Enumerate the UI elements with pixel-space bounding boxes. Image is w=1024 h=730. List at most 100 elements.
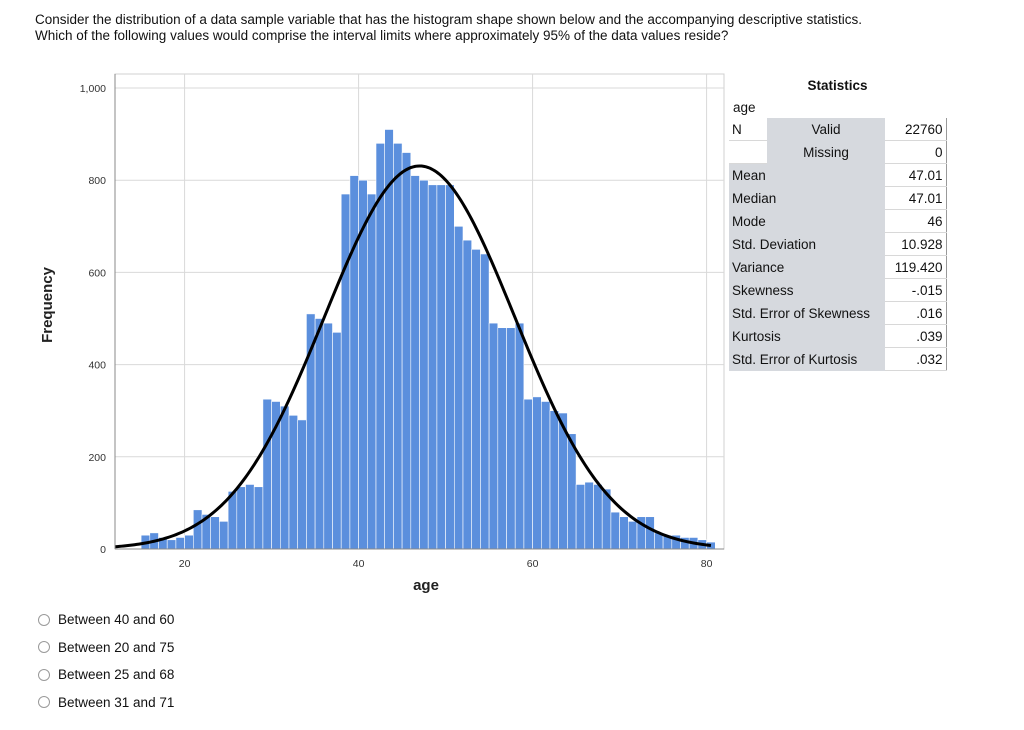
- histogram-bar: [332, 332, 342, 550]
- histogram-bar: [453, 226, 464, 550]
- x-tick-label: 80: [701, 558, 713, 570]
- histogram-bar: [584, 481, 594, 550]
- histogram-bar: [219, 521, 229, 550]
- histogram-bar: [480, 253, 490, 550]
- option-label: Between 25 and 68: [58, 667, 175, 683]
- curve-layer: [114, 164, 712, 549]
- answer-options: Between 40 and 60 Between 20 and 75 Betw…: [38, 606, 174, 716]
- y-tick-label: 0: [100, 544, 106, 556]
- statistics-title: Statistics: [807, 78, 868, 93]
- histogram-bar: [227, 491, 238, 550]
- histogram-bar: [384, 129, 394, 550]
- stat-value-se-skewness: .016: [885, 301, 947, 325]
- stat-row-se-skewness: Std. Error of Skewness .016: [729, 301, 947, 325]
- y-tick-label: 1,000: [80, 83, 106, 95]
- y-tick-label: 600: [88, 267, 106, 279]
- y-tick-label: 200: [88, 452, 106, 464]
- histogram-bar: [193, 509, 203, 550]
- stat-label-median: Median: [729, 186, 885, 210]
- axis-layer: 0 200 400 600 800 1,000 20 40 60 80: [80, 74, 724, 570]
- histogram-bar: [627, 521, 638, 550]
- histogram-bar: [401, 152, 412, 550]
- statistics-grid: N Valid 22760 Missing 0 Mean 47.01 Media…: [729, 118, 947, 371]
- histogram-bar: [427, 184, 438, 550]
- histogram-bar: [567, 433, 577, 550]
- radio-button-icon[interactable]: [38, 641, 50, 654]
- stat-value-median: 47.01: [885, 186, 947, 210]
- stat-row-mode: Mode 46: [729, 209, 947, 233]
- stat-value-se-kurtosis: .032: [885, 347, 947, 371]
- stat-row-mean: Mean 47.01: [729, 163, 947, 187]
- option-2[interactable]: Between 20 and 75: [38, 634, 174, 662]
- histogram-bar: [540, 401, 551, 550]
- histogram-bar: [175, 537, 185, 550]
- stat-label-skewness: Skewness: [729, 278, 885, 302]
- histogram-bar: [366, 193, 377, 550]
- histogram-bar: [288, 415, 298, 550]
- histogram-bar: [410, 175, 420, 550]
- y-tick-label: 800: [88, 175, 106, 187]
- histogram-bar: [462, 239, 472, 550]
- histogram-bar: [210, 516, 220, 550]
- option-4[interactable]: Between 31 and 71: [38, 689, 174, 717]
- stat-value-variance: 119.420: [885, 255, 947, 279]
- stat-label-se-kurtosis: Std. Error of Kurtosis: [729, 347, 885, 371]
- histogram-bar: [262, 398, 272, 550]
- stat-label-std-deviation: Std. Deviation: [729, 232, 885, 256]
- x-tick-label: 40: [353, 558, 365, 570]
- histogram-bar: [549, 410, 559, 550]
- histogram-bar: [497, 327, 507, 550]
- stat-n-label: N: [729, 118, 767, 141]
- y-axis-label: Frequency: [39, 266, 56, 343]
- histogram-bar: [532, 396, 542, 550]
- histogram-bar: [523, 398, 533, 550]
- radio-button-icon[interactable]: [38, 696, 50, 709]
- question-line-2: Which of the following values would comp…: [35, 28, 729, 43]
- statistics-variable: age: [733, 100, 756, 115]
- histogram-bar: [514, 322, 525, 550]
- normal-curve: [114, 164, 712, 549]
- histogram-bar: [349, 175, 359, 550]
- histogram-bar: [419, 179, 429, 550]
- histogram-bar: [445, 184, 455, 550]
- stat-value-std-deviation: 10.928: [885, 232, 947, 256]
- stat-label-mean: Mean: [729, 163, 885, 187]
- stat-row-std-deviation: Std. Deviation 10.928: [729, 232, 947, 256]
- bars-layer: [140, 129, 716, 550]
- radio-button-icon[interactable]: [38, 613, 50, 626]
- stat-row-kurtosis: Kurtosis .039: [729, 324, 947, 348]
- stat-value-kurtosis: .039: [885, 324, 947, 348]
- question-line-1: Consider the distribution of a data samp…: [35, 12, 862, 27]
- histogram-bar: [436, 184, 446, 550]
- histogram-bar: [575, 484, 586, 550]
- histogram-bar: [297, 419, 307, 550]
- option-1[interactable]: Between 40 and 60: [38, 606, 174, 634]
- question-text: Consider the distribution of a data samp…: [35, 12, 995, 44]
- histogram-bar: [506, 327, 516, 550]
- stat-label-valid: Valid: [767, 118, 885, 141]
- option-label: Between 40 and 60: [58, 612, 175, 628]
- histogram-bar: [166, 539, 177, 550]
- histogram-bar: [236, 486, 246, 550]
- stat-label-missing: Missing: [767, 140, 885, 164]
- option-3[interactable]: Between 25 and 68: [38, 661, 174, 689]
- histogram-bar: [619, 516, 629, 550]
- stat-row-missing: Missing 0: [729, 140, 947, 164]
- histogram-bar: [323, 322, 333, 550]
- histogram-bar: [393, 143, 403, 550]
- stat-label-mode: Mode: [729, 209, 885, 233]
- x-tick-label: 60: [527, 558, 539, 570]
- stat-label-kurtosis: Kurtosis: [729, 324, 885, 348]
- histogram-bar: [645, 516, 655, 550]
- histogram-bar: [279, 405, 290, 550]
- radio-button-icon[interactable]: [38, 668, 50, 681]
- histogram-bar: [488, 322, 499, 550]
- stat-value-skewness: -.015: [885, 278, 947, 302]
- stat-label-variance: Variance: [729, 255, 885, 279]
- histogram-bar: [340, 193, 351, 550]
- stat-value-mode: 46: [885, 209, 947, 233]
- stat-value-valid: 22760: [885, 118, 947, 141]
- histogram-bar: [245, 484, 255, 550]
- stat-row-se-kurtosis: Std. Error of Kurtosis .032: [729, 347, 947, 371]
